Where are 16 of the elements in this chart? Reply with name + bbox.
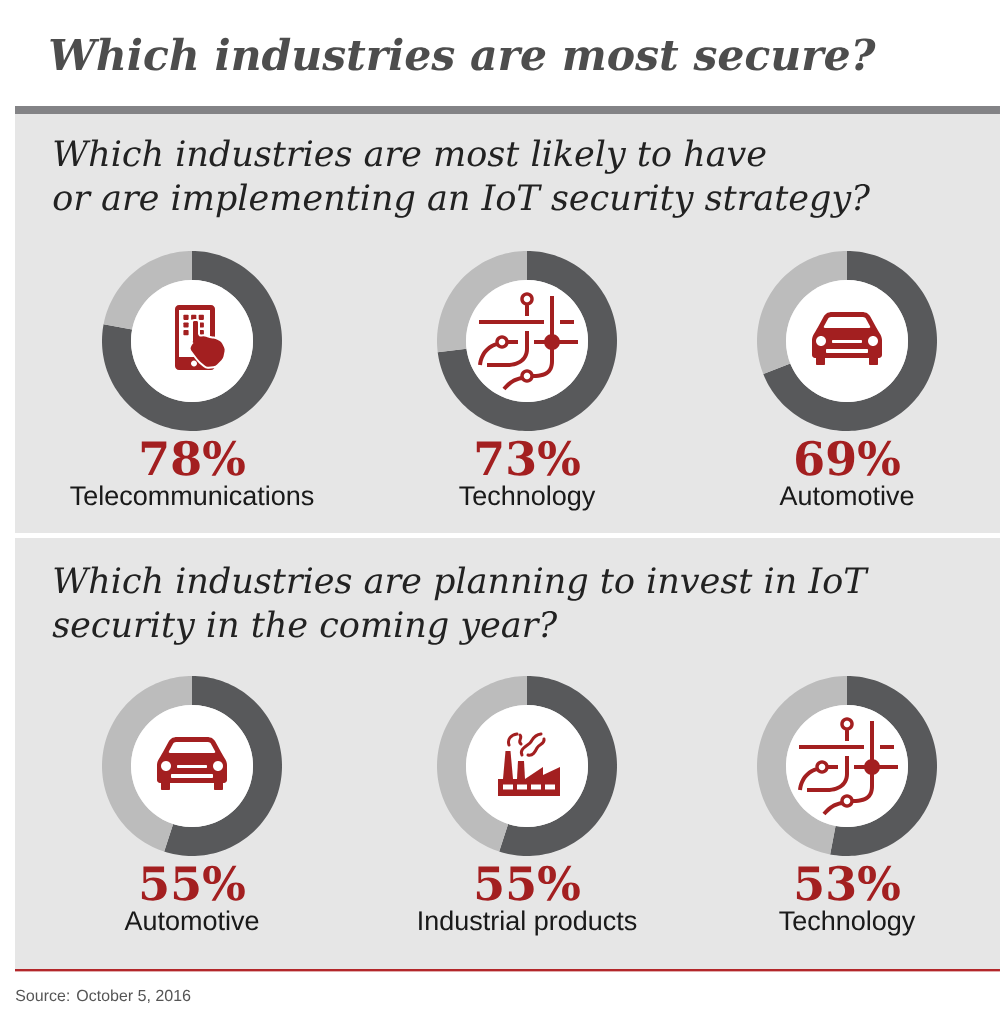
data-label: 73% [476,440,580,476]
data-label: 78% [141,440,245,476]
data-label: 55% [141,865,245,901]
slice-label: Telecommunications [70,485,314,506]
text: Which industries are most secure? [50,37,876,71]
slice-label: Automotive [124,910,259,931]
slice-label: Industrial products [419,910,637,936]
slice-label: Technology [459,485,596,511]
data-label: 53% [796,865,900,901]
source-note: Source: October 5, 2016 [15,989,191,1004]
data-label: 55% [476,865,580,901]
text: Which industries are most likely to have or are implementing an IoT security strategy? [53,139,870,218]
slice-label: Technology [779,910,916,936]
data-label: 69% [796,440,900,476]
slice-label: Automotive [779,485,914,506]
text: Which industries are planning to invest in IoT security in the coming year? [52,566,869,645]
